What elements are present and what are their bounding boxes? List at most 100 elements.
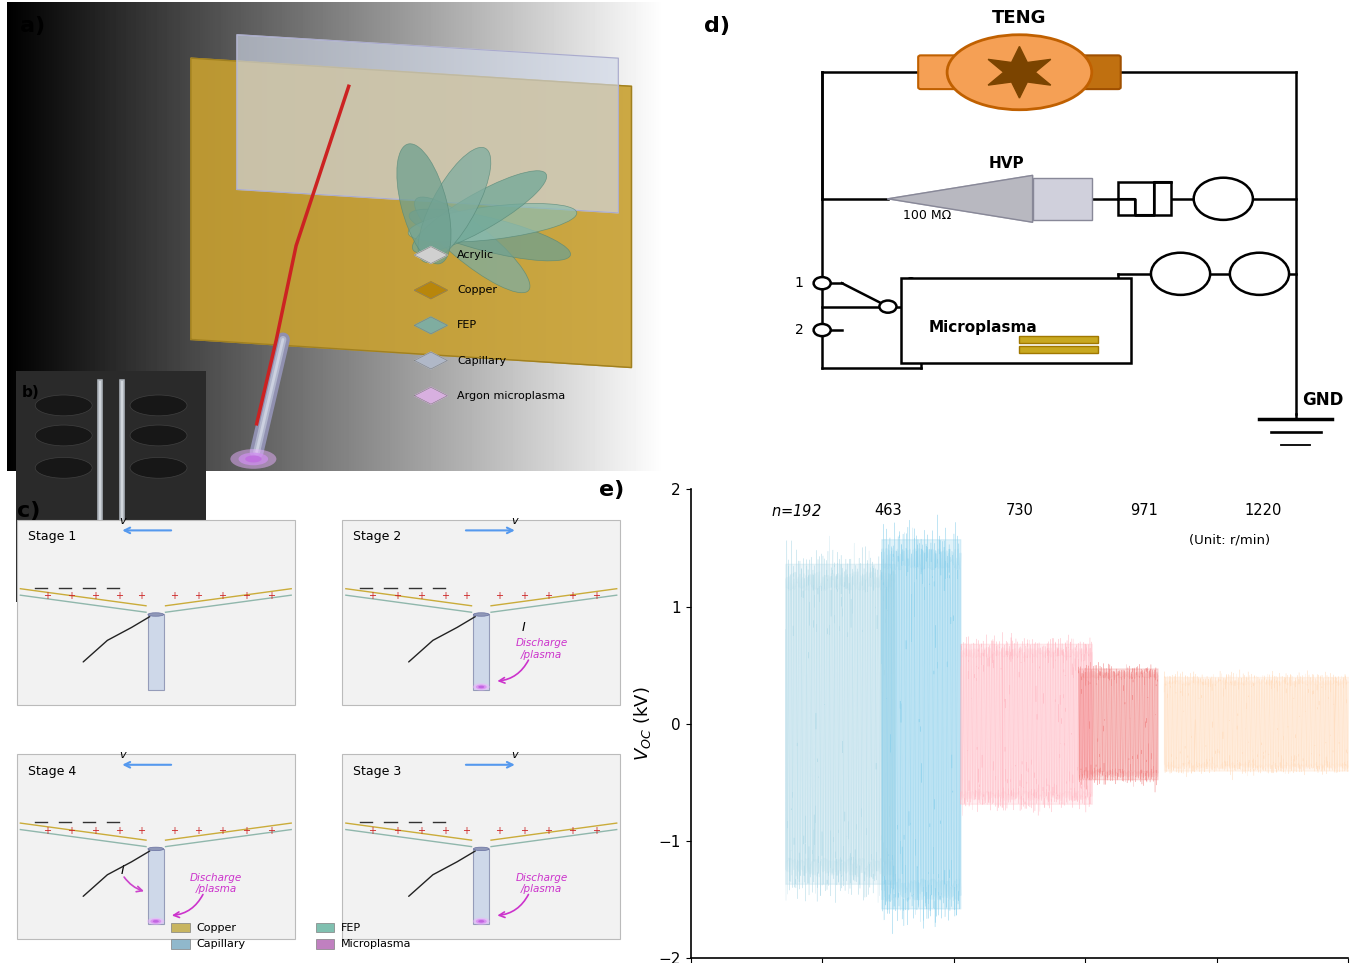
Polygon shape <box>415 317 447 334</box>
Ellipse shape <box>478 920 484 923</box>
Circle shape <box>879 300 897 313</box>
Polygon shape <box>415 387 447 404</box>
Text: +: + <box>169 591 178 601</box>
Polygon shape <box>491 823 618 841</box>
Ellipse shape <box>35 457 92 479</box>
Text: Copper: Copper <box>457 285 497 296</box>
Text: Microplasma: Microplasma <box>930 321 1038 335</box>
Polygon shape <box>165 823 291 841</box>
Text: 463: 463 <box>874 504 901 518</box>
Text: Stage 4: Stage 4 <box>27 765 76 778</box>
Text: +: + <box>462 591 470 601</box>
FancyBboxPatch shape <box>18 533 148 615</box>
Ellipse shape <box>473 847 489 850</box>
Text: +: + <box>462 825 470 836</box>
Text: I: I <box>121 864 125 877</box>
Text: Capillary: Capillary <box>457 355 507 366</box>
Ellipse shape <box>148 918 164 924</box>
Text: d): d) <box>703 16 730 36</box>
Text: +: + <box>43 825 51 836</box>
Text: GND: GND <box>1302 391 1344 409</box>
Bar <box>316 923 335 932</box>
Text: +: + <box>369 825 377 836</box>
Polygon shape <box>888 175 1033 222</box>
FancyBboxPatch shape <box>919 55 969 90</box>
Text: +: + <box>243 591 251 601</box>
Text: (Unit: r/min): (Unit: r/min) <box>1190 534 1271 547</box>
Text: v: v <box>511 750 518 761</box>
Text: HVP: HVP <box>989 156 1024 171</box>
Circle shape <box>813 277 831 289</box>
FancyBboxPatch shape <box>148 614 164 690</box>
Text: +: + <box>194 591 202 601</box>
Text: Discharge
/plasma: Discharge /plasma <box>516 638 568 660</box>
Text: V: V <box>1217 190 1230 208</box>
Polygon shape <box>237 35 618 213</box>
Ellipse shape <box>473 612 489 616</box>
Ellipse shape <box>238 453 268 465</box>
Text: +: + <box>91 591 99 601</box>
FancyBboxPatch shape <box>341 754 621 940</box>
Text: v: v <box>119 750 126 761</box>
Bar <box>171 923 190 932</box>
Bar <box>316 940 335 949</box>
Text: +: + <box>218 825 226 836</box>
Text: Copper: Copper <box>196 923 236 933</box>
Text: +: + <box>137 825 145 836</box>
Ellipse shape <box>419 147 491 263</box>
Ellipse shape <box>415 197 530 293</box>
Text: Acrylic: Acrylic <box>457 250 495 260</box>
Text: 100 MΩ: 100 MΩ <box>904 209 951 221</box>
Ellipse shape <box>93 550 129 580</box>
Text: +: + <box>417 825 424 836</box>
Polygon shape <box>346 829 472 846</box>
Polygon shape <box>346 823 472 841</box>
Text: 730: 730 <box>1005 504 1034 518</box>
Ellipse shape <box>476 919 486 924</box>
Text: b): b) <box>22 384 39 400</box>
Text: +: + <box>496 591 504 601</box>
Text: I: I <box>1177 265 1184 283</box>
Text: +: + <box>243 825 251 836</box>
Text: +: + <box>169 825 178 836</box>
Ellipse shape <box>473 684 489 690</box>
Bar <box>171 940 190 949</box>
FancyBboxPatch shape <box>1069 55 1121 90</box>
Polygon shape <box>415 247 447 264</box>
Circle shape <box>1230 252 1289 295</box>
Ellipse shape <box>947 35 1092 110</box>
Text: I: I <box>522 621 526 634</box>
FancyBboxPatch shape <box>16 754 295 940</box>
Circle shape <box>1194 178 1253 220</box>
FancyBboxPatch shape <box>341 520 621 705</box>
Text: Stage 2: Stage 2 <box>354 531 401 543</box>
Text: Stage 3: Stage 3 <box>354 765 401 778</box>
Ellipse shape <box>148 847 164 850</box>
Circle shape <box>1150 252 1210 295</box>
Ellipse shape <box>35 425 92 446</box>
Text: Microplasma: Microplasma <box>341 939 412 950</box>
Polygon shape <box>191 58 631 368</box>
Ellipse shape <box>397 143 451 264</box>
Ellipse shape <box>130 425 187 446</box>
Text: v: v <box>119 516 126 526</box>
FancyBboxPatch shape <box>1118 182 1171 215</box>
Text: +: + <box>115 825 123 836</box>
Text: +: + <box>68 825 75 836</box>
Ellipse shape <box>35 395 92 416</box>
FancyBboxPatch shape <box>473 848 489 924</box>
Ellipse shape <box>150 919 161 924</box>
Polygon shape <box>20 823 146 841</box>
Polygon shape <box>491 595 618 612</box>
Text: Stage 1: Stage 1 <box>27 531 76 543</box>
Polygon shape <box>165 595 291 612</box>
Y-axis label: $V_{OC}$ (kV): $V_{OC}$ (kV) <box>631 687 653 761</box>
Text: 3: 3 <box>906 276 916 290</box>
Text: +: + <box>91 825 99 836</box>
Text: +: + <box>519 825 527 836</box>
Polygon shape <box>20 588 146 606</box>
Text: +: + <box>440 591 449 601</box>
Text: +: + <box>519 591 527 601</box>
FancyBboxPatch shape <box>16 520 295 705</box>
Text: +: + <box>137 591 145 601</box>
